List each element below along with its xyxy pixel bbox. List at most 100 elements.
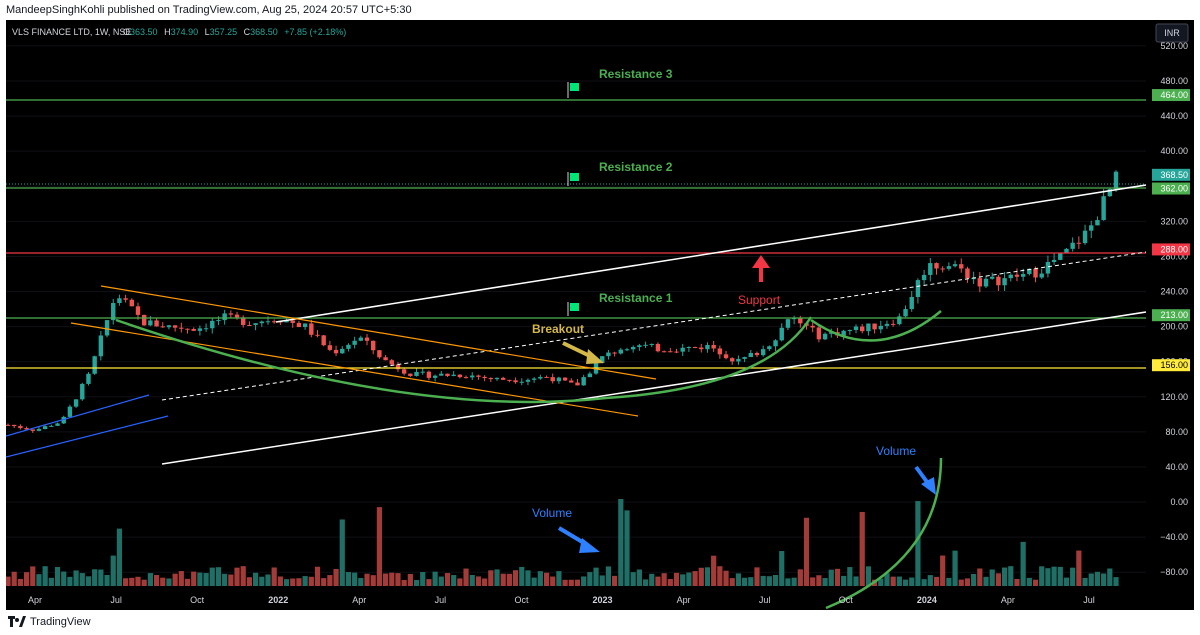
candle-body (67, 406, 73, 417)
volume-bar (1039, 566, 1045, 586)
y-tick-label: 200.00 (1160, 322, 1188, 332)
candle-body (1051, 259, 1057, 263)
volume-bar (172, 573, 178, 586)
price-level-tag-label: 362.00 (1160, 184, 1188, 194)
volume-bar (847, 567, 853, 586)
volume-bar (630, 572, 636, 586)
volume-bar (1107, 568, 1113, 586)
volume-bar (568, 579, 574, 586)
volume-bar (605, 566, 612, 586)
candle-body (111, 303, 116, 321)
candle-body (649, 343, 654, 345)
volume-bar (302, 576, 308, 586)
time-axis[interactable]: Apr Jul Oct 2022 Apr Jul Oct 2023 Apr Jul Oct 2024 A… (28, 595, 1095, 605)
volume-bar (370, 575, 376, 586)
candle-body (166, 325, 172, 328)
candle-body (42, 426, 48, 430)
resistance-3-label: Resistance 3 (599, 67, 673, 81)
candle-body (259, 321, 264, 324)
candle-body (414, 371, 419, 376)
candle-body (1033, 268, 1038, 278)
candle-body (383, 357, 388, 361)
brand-name: TradingView (30, 616, 91, 628)
candle-body (928, 263, 933, 275)
volume-bar (444, 573, 451, 586)
volume-bar (562, 579, 568, 586)
candle-body (760, 349, 766, 356)
volume-bar (587, 572, 593, 586)
candle-body (210, 320, 215, 329)
symbol-name: VLS FINANCE LTD, 1W, NSE (12, 27, 131, 37)
price-chart[interactable]: VLS FINANCE LTD, 1W, NSE O363.50 H374.90… (5, 20, 1194, 610)
candle-body (736, 358, 741, 362)
price-level-tag-label: 213.00 (1160, 310, 1188, 320)
volume-bar (54, 567, 61, 586)
volume-bar (649, 573, 655, 586)
x-tick-label: Apr (352, 595, 366, 605)
open-label: O (123, 27, 130, 37)
price-level-tag (1152, 168, 1190, 181)
y-tick-label: 520.00 (1160, 41, 1188, 51)
candle-body (1064, 248, 1069, 254)
candle-body (965, 268, 970, 279)
candle-body (915, 280, 921, 297)
volume-bar (1057, 566, 1063, 586)
candle-body (816, 327, 822, 340)
x-tick-label: Oct (839, 595, 854, 605)
candle-body (587, 373, 593, 378)
volume-bar (810, 577, 816, 586)
volume-bar (358, 578, 364, 586)
volume-bar (1088, 573, 1094, 586)
candle-body (451, 374, 456, 376)
volume-bar (73, 570, 79, 586)
volume-bar (333, 568, 339, 586)
volume-arc (825, 457, 943, 610)
volume-bar (816, 575, 822, 586)
candle-body (655, 343, 661, 352)
volume-bar (971, 573, 977, 586)
breakout-arrow-icon (562, 341, 604, 364)
price-level-tag (1152, 182, 1190, 195)
flag-icon (567, 82, 579, 98)
volume-bar (160, 577, 166, 586)
volume-bar (36, 574, 42, 586)
volume-bar (389, 572, 395, 586)
candle-body (897, 316, 902, 325)
volume-bar (451, 575, 457, 586)
chart-panel[interactable]: VLS FINANCE LTD, 1W, NSE O363.50 H374.90… (5, 20, 1194, 610)
candle-body (940, 268, 945, 270)
volume-bar (413, 579, 420, 586)
candle-body (141, 314, 147, 326)
candle-body (624, 349, 630, 351)
y-tick-label: 40.00 (1165, 462, 1188, 472)
volume-bar (197, 572, 203, 586)
publisher-header: MandeepSinghKohli published on TradingVi… (0, 0, 1200, 20)
high-value: 374.90 (171, 27, 199, 37)
volume-bar (42, 566, 48, 586)
candle-body (135, 306, 141, 315)
price-level-tag (1152, 89, 1190, 102)
volume-bar (890, 576, 896, 586)
candle-body (123, 298, 128, 300)
candle-body (556, 377, 562, 382)
currency-button[interactable] (1155, 23, 1189, 43)
x-tick-label: Jul (1083, 595, 1095, 605)
price-axis[interactable]: 520.00480.00440.00400.00360.00320.00280.… (1160, 41, 1188, 577)
volume-bar (612, 575, 618, 586)
candle-body (822, 333, 828, 340)
volume-bar (581, 576, 587, 586)
volume-bar (327, 575, 333, 586)
candle-body (5, 424, 11, 426)
x-tick-label: 2024 (917, 595, 937, 605)
candle-body (371, 340, 376, 351)
candle-body (389, 360, 394, 365)
tradingview-logo[interactable]: TradingView (8, 616, 91, 628)
candle-body (1082, 230, 1088, 244)
low-label: L (205, 27, 210, 37)
volume-bar (729, 578, 735, 586)
candle-body (494, 377, 500, 380)
candle-body (525, 379, 531, 382)
volume-bar (983, 576, 989, 586)
candle-body (711, 344, 716, 349)
volume-bar (698, 567, 704, 586)
